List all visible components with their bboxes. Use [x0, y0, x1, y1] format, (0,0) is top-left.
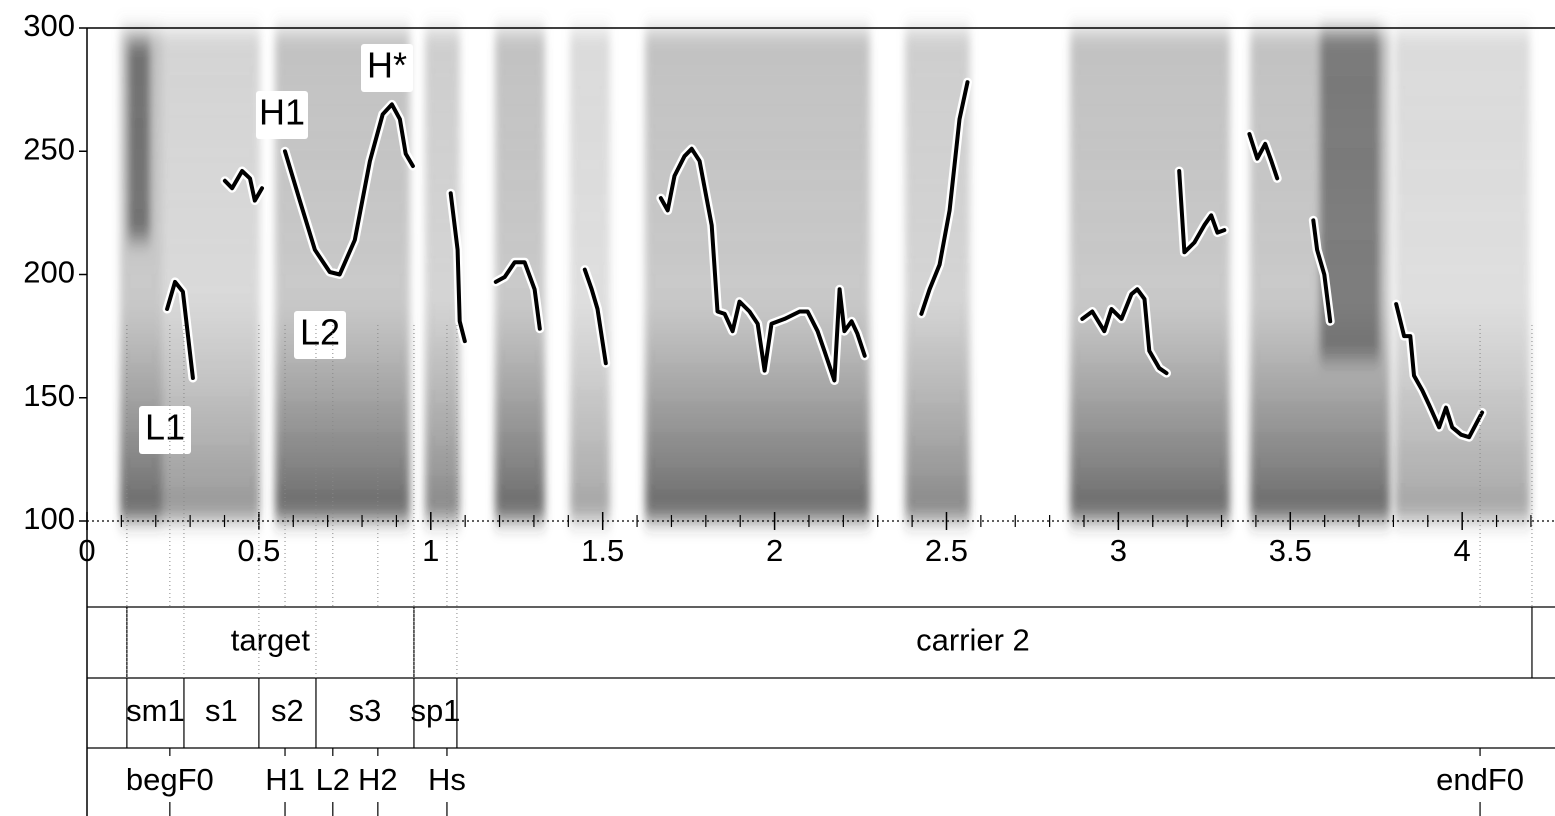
- x-tick-label: 4: [1454, 533, 1471, 568]
- plot-area: [162, 77, 1487, 442]
- spectrogram: [120, 30, 1530, 520]
- annotation-bg: [361, 44, 413, 92]
- x-tick-label: 1: [422, 533, 439, 568]
- annotation: H*: [367, 45, 407, 86]
- point-label: endF0: [1436, 762, 1524, 797]
- x-tick-label: 3: [1110, 533, 1127, 568]
- y-tick-label: 300: [23, 8, 75, 43]
- spectrogram-band: [128, 40, 150, 240]
- x-tick-label: 0: [78, 533, 95, 568]
- interval-label: carrier 2: [916, 623, 1030, 658]
- y-tick-label: 200: [23, 255, 75, 290]
- point-label: Hs: [428, 762, 466, 797]
- interval-label: s1: [205, 693, 238, 728]
- point-label: H1: [265, 762, 305, 797]
- interval-label: s2: [271, 693, 304, 728]
- x-tick-label: 3.5: [1269, 533, 1312, 568]
- spectrogram-band: [1070, 30, 1230, 520]
- annotation: H1: [259, 92, 305, 133]
- x-tick-label: 2: [766, 533, 783, 568]
- pitch-track: [165, 80, 1485, 440]
- y-tick-label: 250: [23, 131, 75, 166]
- x-tick-label: 0.5: [237, 533, 280, 568]
- point-label: H2: [358, 762, 398, 797]
- interval-label: sm1: [126, 693, 185, 728]
- interval-label: s3: [349, 693, 382, 728]
- spectrogram-band: [1395, 30, 1530, 520]
- point-label: L2: [316, 762, 350, 797]
- annotation-bg: [139, 406, 191, 454]
- interval-label: target: [231, 623, 311, 658]
- y-tick-label: 100: [23, 501, 75, 536]
- annotation-bg: [256, 91, 308, 139]
- y-tick-label: 150: [23, 378, 75, 413]
- annotation: L1: [145, 407, 185, 448]
- spectrogram-band: [645, 30, 870, 520]
- x-tick-label: 2.5: [925, 533, 968, 568]
- annotation-bg: [294, 311, 346, 359]
- annotation: L2: [300, 312, 340, 353]
- interval-label: sp1: [410, 693, 460, 728]
- point-label: begF0: [126, 762, 214, 797]
- x-tick-label: 1.5: [581, 533, 624, 568]
